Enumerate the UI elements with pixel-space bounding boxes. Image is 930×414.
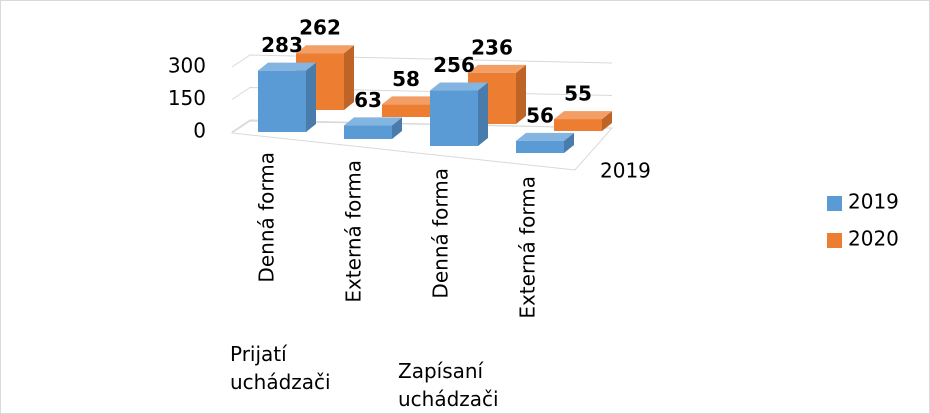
x-tick-label: Externá forma (516, 176, 540, 319)
x-tick-label: Denná forma (255, 152, 279, 283)
data-label: 63 (354, 88, 382, 112)
bar-side (344, 45, 354, 110)
bar-top (554, 111, 612, 120)
bar-top (516, 132, 574, 141)
bar-side (602, 111, 612, 131)
bar-side (516, 64, 526, 124)
bar (258, 62, 316, 132)
bar-top (468, 64, 526, 73)
y-tick-label: 0 (193, 119, 206, 143)
bar-side (306, 62, 316, 132)
x-tick-label: Denná forma (429, 168, 453, 299)
bar-front (382, 104, 430, 117)
x-tick-label: Externá forma (342, 160, 366, 303)
data-label: 283 (261, 33, 303, 57)
bar-front (516, 140, 564, 153)
data-label: 56 (526, 103, 554, 127)
data-label: 256 (433, 53, 475, 77)
legend-swatch (827, 233, 842, 248)
legend-swatch (827, 196, 842, 211)
y-tick-label: 150 (168, 86, 206, 110)
depth-label: 2019 (600, 159, 651, 183)
legend-label: 2019 (848, 190, 899, 214)
legend-label: 2020 (848, 227, 899, 251)
group-label: Prijatí uchádzači (230, 342, 331, 394)
group-label: Zapísaní uchádzači (398, 359, 499, 411)
data-label: 55 (564, 82, 592, 106)
bar-side (392, 117, 402, 139)
bar-front (258, 70, 306, 132)
bar (430, 82, 488, 146)
bar-top (382, 96, 440, 105)
data-label: 262 (299, 16, 341, 40)
bar-top (344, 117, 402, 126)
bar-front (344, 125, 392, 139)
bar-front (554, 119, 602, 131)
bar-top (258, 62, 316, 71)
bar-side (478, 82, 488, 146)
bar (554, 111, 612, 131)
bar (516, 132, 574, 153)
bar-side (564, 132, 574, 153)
bar (344, 117, 402, 139)
bar-top (296, 45, 354, 54)
y-tick-label: 300 (168, 54, 206, 78)
data-label: 236 (471, 35, 513, 59)
bar-top (430, 82, 488, 91)
data-label: 58 (392, 67, 420, 91)
bar-front (430, 90, 478, 146)
grid-line (231, 54, 613, 68)
grid-line (231, 119, 613, 133)
